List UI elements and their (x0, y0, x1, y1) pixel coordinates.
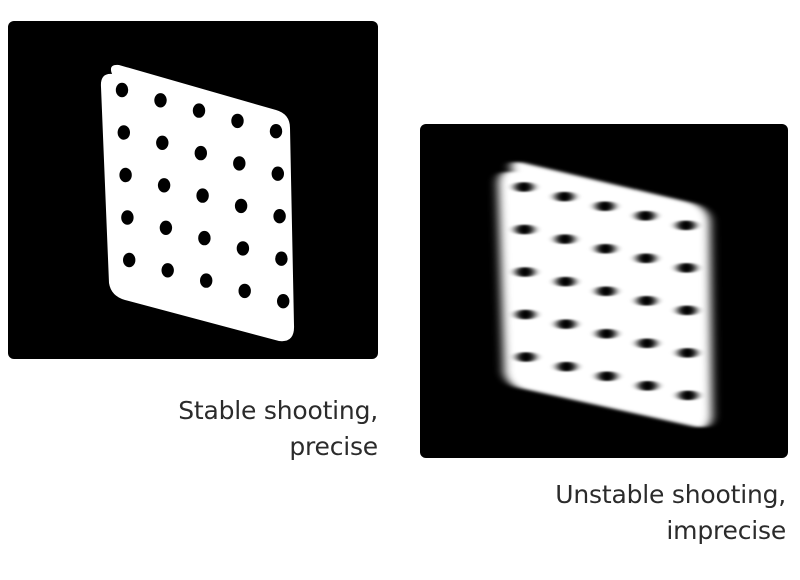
unstable-target-dot (597, 328, 616, 339)
stable-target-dot (198, 230, 211, 246)
unstable-target-graphic (498, 161, 713, 428)
unstable-target-dot (637, 338, 657, 349)
stable-target-dot (123, 252, 136, 268)
unstable-target-dot (636, 210, 655, 221)
stable-caption-line-1: Stable shooting, (178, 396, 378, 425)
unstable-target-panel (420, 124, 788, 458)
unstable-caption-line-1: Unstable shooting, (555, 480, 786, 509)
stable-target-card (100, 64, 295, 342)
unstable-target-dot (555, 191, 574, 202)
stable-target-dot (231, 113, 244, 129)
stable-target-graphic (100, 64, 295, 342)
unstable-target-dot (678, 390, 698, 401)
stable-target-dot (277, 294, 290, 309)
unstable-target-dot (514, 182, 534, 192)
stable-caption-line-2: precise (289, 432, 378, 461)
unstable-target-dot (677, 305, 697, 316)
stable-target-dot (192, 103, 206, 118)
stable-target-dot (273, 209, 286, 224)
stable-target-dot (154, 93, 167, 108)
unstable-target-dot (637, 295, 656, 306)
unstable-target-dot (516, 309, 535, 320)
stable-target-dot (115, 82, 129, 98)
stable-target-dot (269, 124, 283, 139)
stable-target-dot (119, 167, 132, 183)
stable-caption: Stable shooting, precise (178, 393, 378, 465)
unstable-caption: Unstable shooting, imprecise (555, 477, 786, 549)
unstable-target-dot (556, 276, 575, 287)
stable-target-dot (157, 178, 171, 193)
unstable-target-dot (636, 253, 656, 264)
stable-target-dot (275, 251, 288, 266)
stable-target-dot (196, 188, 209, 203)
stable-target-dot (117, 125, 130, 140)
unstable-target-dot (597, 371, 617, 382)
unstable-target-dot (555, 234, 575, 245)
unstable-target-dot (678, 347, 697, 358)
unstable-target-dot (638, 380, 657, 391)
unstable-target-dot (557, 361, 576, 372)
stable-target-dot (159, 220, 173, 235)
stable-target-dot (200, 273, 213, 288)
stable-target-dot (161, 263, 174, 278)
unstable-target-dot (516, 352, 536, 362)
stable-target-dot (194, 145, 207, 161)
stable-target-panel (8, 21, 378, 359)
unstable-target-dot (596, 286, 616, 297)
unstable-target-dot (677, 262, 696, 273)
stable-target-dot (236, 241, 250, 256)
unstable-target-dot (676, 220, 696, 231)
stable-target-dot (121, 210, 134, 225)
unstable-caption-line-2: imprecise (666, 516, 786, 545)
unstable-target-dot (515, 267, 535, 277)
stable-target-dot (233, 156, 246, 171)
unstable-target-dot (515, 224, 534, 235)
stable-target-dot (234, 198, 248, 214)
stable-target-dot (156, 135, 169, 150)
stable-target-dot (271, 166, 284, 181)
unstable-target-dot (595, 201, 615, 212)
stable-target-dot (238, 283, 251, 299)
unstable-target-dot (596, 243, 615, 254)
unstable-target-dot (556, 319, 576, 330)
